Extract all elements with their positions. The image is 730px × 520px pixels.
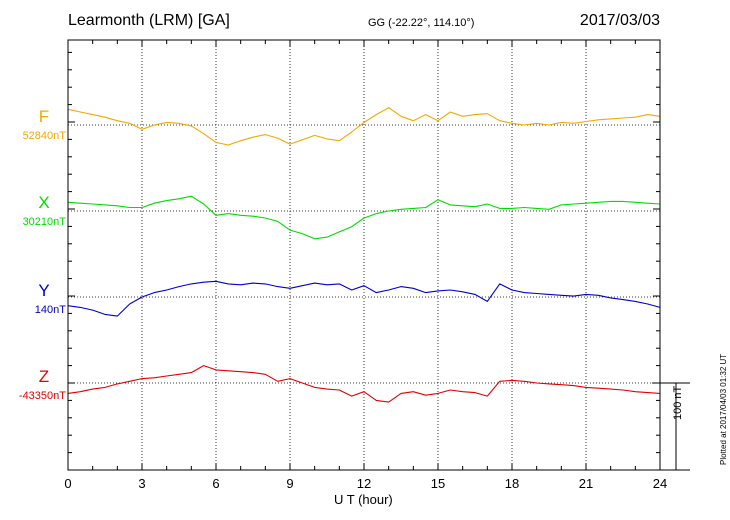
series-label-x: X (38, 193, 50, 212)
plot-date: 2017/03/03 (579, 12, 660, 29)
x-tick-label-3: 3 (138, 476, 146, 491)
x-tick-label-0: 0 (64, 476, 72, 491)
x-tick-label-24: 24 (652, 476, 668, 491)
scale-bar (652, 382, 690, 471)
series-line-f (67, 107, 661, 146)
baseline-label-y: 140nT (34, 304, 66, 316)
plot-frame (67, 39, 661, 471)
baseline-label-x: 30210nT (22, 216, 66, 228)
x-tick-label-9: 9 (286, 476, 294, 491)
axis-ticks (67, 40, 661, 471)
baseline-label-f: 52840nT (22, 130, 66, 142)
scale-bar-label: 100 nT (672, 385, 684, 420)
station-title: Learmonth (LRM) [GA] (68, 12, 230, 29)
x-tick-label-18: 18 (504, 476, 520, 491)
x-tick-label-12: 12 (356, 476, 372, 491)
x-tick-label-15: 15 (430, 476, 446, 491)
series-line-x (67, 195, 661, 240)
series-line-z (67, 365, 661, 403)
x-axis-label: U T (hour) (334, 492, 393, 507)
series-label-f: F (38, 107, 50, 126)
x-tick-label-21: 21 (578, 476, 594, 491)
baseline-label-z: -43350nT (18, 390, 66, 402)
series-label-y: Y (38, 281, 50, 300)
series-label-z: Z (38, 367, 50, 386)
plotted-timestamp: Plotted at 2017/04/03 01:32 UT (719, 353, 728, 465)
grid-lines (141, 40, 587, 470)
x-tick-label-6: 6 (212, 476, 220, 491)
series-line-y (67, 280, 661, 317)
station-coords: GG (-22.22°, 114.10°) (368, 17, 475, 29)
series-lines (67, 107, 661, 403)
